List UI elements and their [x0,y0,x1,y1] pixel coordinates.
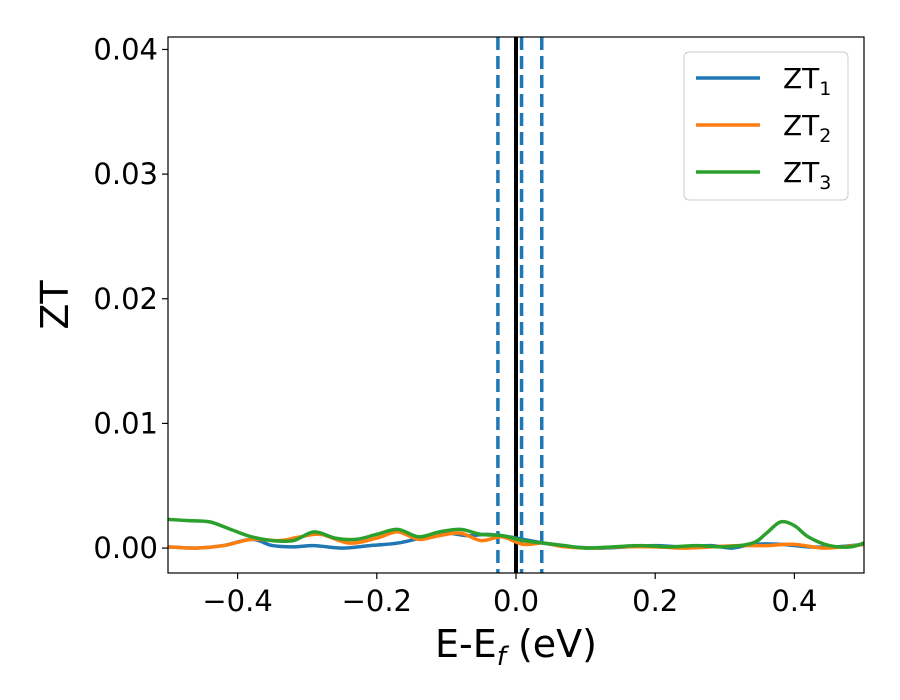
x-axis-label: E-Ef (eV) [435,622,597,672]
legend-label: ZT2 [783,109,831,147]
x-tick-label: 0.4 [771,584,817,618]
y-axis-ticks: 0.00 0.01 0.02 0.03 0.04 [93,32,168,565]
x-axis-label-unit: (eV) [506,622,597,666]
y-tick-label: 0.01 [93,406,158,440]
legend: ZT1 ZT2 ZT3 [683,51,849,201]
x-axis-ticks: −0.4 −0.2 0.0 0.2 0.4 [202,573,817,618]
y-tick-label: 0.03 [93,157,158,191]
x-axis-label-main: E-E [435,622,497,666]
x-tick-label: 0.2 [632,584,678,618]
legend-box [683,51,849,201]
legend-label: ZT3 [783,156,831,194]
series-line-zt3 [168,517,864,550]
legend-label: ZT1 [783,62,831,100]
y-tick-label: 0.02 [93,282,158,316]
x-tick-label: −0.4 [202,584,272,618]
x-tick-label: 0.0 [493,584,539,618]
x-tick-label: −0.2 [342,584,412,618]
y-axis-label: ZT [33,280,77,330]
y-tick-label: 0.00 [93,531,158,565]
y-tick-label: 0.04 [93,32,158,66]
reference-lines [496,37,544,573]
series-layer [168,517,864,550]
